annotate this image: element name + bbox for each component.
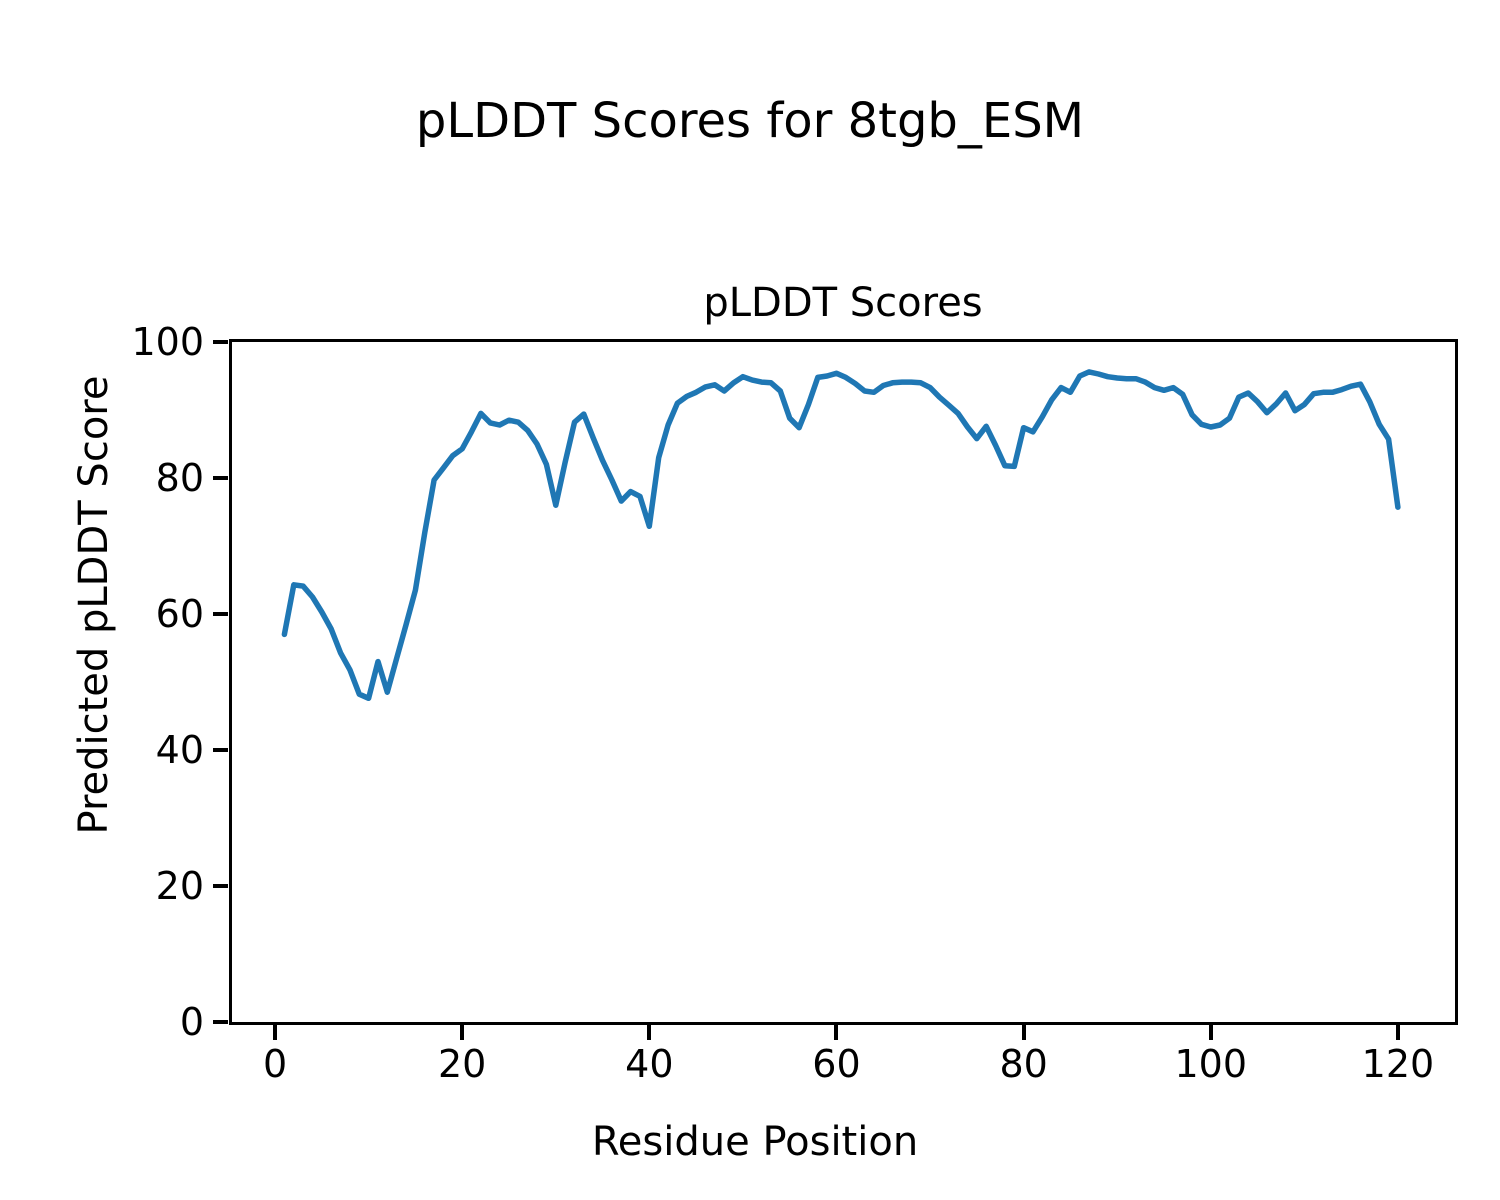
- axes-title: pLDDT Scores: [703, 280, 983, 326]
- y-tick-mark: [213, 340, 228, 344]
- y-tick-mark: [213, 748, 228, 752]
- y-tick-label: 100: [131, 320, 204, 364]
- x-tick-label: 20: [438, 1042, 487, 1086]
- x-tick-label: 0: [262, 1042, 288, 1086]
- x-tick-label: 40: [625, 1042, 674, 1086]
- x-tick-label: 100: [1174, 1042, 1248, 1086]
- x-axis-label: Residue Position: [591, 1119, 919, 1165]
- y-tick-label: 60: [155, 592, 204, 636]
- y-tick-mark: [213, 1020, 228, 1024]
- x-tick-mark: [647, 1025, 652, 1040]
- x-tick-mark: [1208, 1025, 1213, 1040]
- y-tick-label: 40: [155, 728, 204, 772]
- x-tick-mark: [1395, 1025, 1400, 1040]
- x-tick-mark: [460, 1025, 465, 1040]
- x-tick-label: 60: [812, 1042, 861, 1086]
- y-tick-label: 20: [155, 864, 204, 908]
- plddt-line-chart: [281, 369, 1401, 702]
- y-tick-mark: [213, 884, 228, 888]
- y-tick-label: 0: [179, 1000, 204, 1044]
- plddt-line: [281, 369, 1401, 702]
- x-tick-label: 120: [1361, 1042, 1435, 1086]
- y-tick-mark: [213, 612, 228, 616]
- x-tick-label: 80: [999, 1042, 1048, 1086]
- y-tick-mark: [213, 476, 228, 480]
- plot-area: [229, 339, 1458, 1025]
- x-tick-mark: [273, 1025, 278, 1040]
- x-tick-mark: [1021, 1025, 1026, 1040]
- x-tick-mark: [834, 1025, 839, 1040]
- chart-title: pLDDT Scores for 8tgb_ESM: [415, 93, 1085, 149]
- y-tick-label: 80: [155, 456, 204, 500]
